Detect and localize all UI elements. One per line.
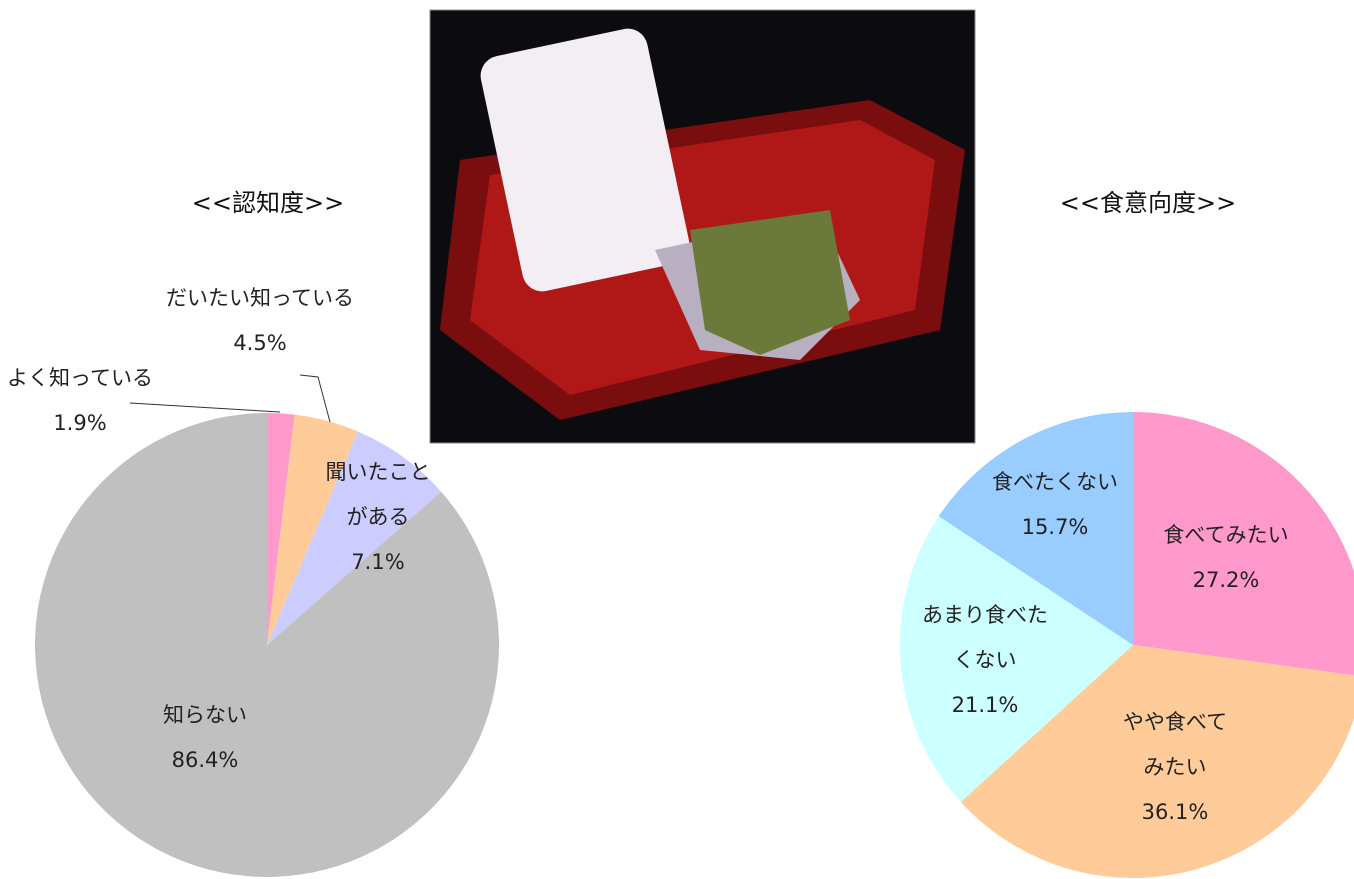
pie-slice	[34, 413, 499, 877]
pie-slice	[1133, 412, 1354, 676]
slice-label: 食べたくない	[992, 470, 1118, 494]
value-label: 4.5%	[233, 331, 287, 355]
slice-label: よく知っている	[7, 366, 153, 390]
photo	[429, 9, 976, 444]
slice-label: 聞いたこと がある	[325, 460, 431, 529]
leader-line	[129, 402, 281, 413]
value-label: 86.4%	[171, 748, 239, 772]
leader-line	[299, 374, 331, 423]
value-label: 21.1%	[951, 693, 1019, 717]
chart-title: <<食意向度>>	[1059, 189, 1237, 217]
chart-title: <<認知度>>	[191, 189, 345, 217]
pie-slice	[267, 414, 358, 645]
value-label: 1.9%	[53, 411, 107, 435]
value-label: 15.7%	[1021, 515, 1089, 539]
slice-label: やや食べて みたい	[1122, 710, 1228, 779]
slice-label: だいたい知っている	[166, 286, 354, 310]
value-label: 36.1%	[1141, 800, 1209, 824]
value-label: 7.1%	[351, 550, 405, 574]
slice-label: あまり食べた くない	[922, 603, 1048, 672]
pie-slice	[900, 516, 1133, 802]
pie-slice	[938, 412, 1133, 645]
slice-label: 食べてみたい	[1163, 523, 1289, 547]
pie-slice	[960, 645, 1354, 878]
pie-slice	[267, 413, 295, 645]
pie-slice	[267, 431, 442, 645]
value-label: 27.2%	[1192, 568, 1260, 592]
slice-label: 知らない	[163, 703, 247, 727]
